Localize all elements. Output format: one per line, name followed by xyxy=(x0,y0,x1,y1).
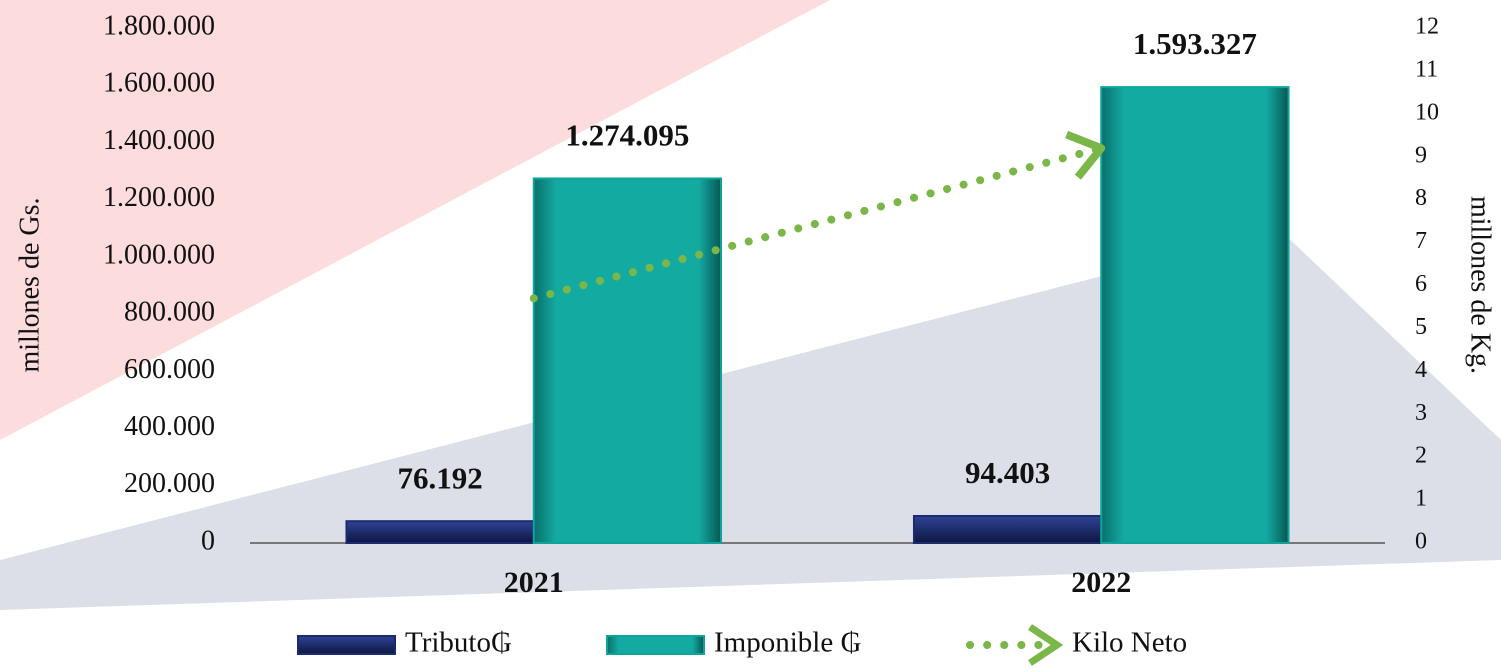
data-label: 94.403 xyxy=(965,455,1050,490)
line xyxy=(529,144,1106,303)
legend-label: Imponible ₲ xyxy=(714,627,861,659)
bar xyxy=(912,514,1103,544)
y2-tick-label: 0 xyxy=(1415,529,1427,555)
legend-swatch xyxy=(606,635,705,655)
legend-swatch xyxy=(297,635,396,655)
y2-tick-label: 4 xyxy=(1415,357,1427,383)
y2-tick-label: 6 xyxy=(1415,271,1427,297)
bar xyxy=(345,520,535,544)
y2-tick-label: 11 xyxy=(1415,56,1438,82)
y2-tick-label: 2 xyxy=(1415,443,1427,469)
y2-tick-label: 3 xyxy=(1415,400,1427,426)
y2-tick-label: 1 xyxy=(1415,486,1427,512)
legend-arrowhead xyxy=(1028,624,1064,666)
y-tick-label: 1.000.000 xyxy=(103,239,215,270)
y-tick-label: 200.000 xyxy=(124,468,215,499)
bar xyxy=(532,177,723,545)
x-tick-label: 2022 xyxy=(1071,566,1131,599)
y-tick-label: 1.200.000 xyxy=(103,182,215,213)
data-label: 1.274.095 xyxy=(565,118,689,153)
y-tick-label: 800.000 xyxy=(124,297,215,328)
legend-label: Tributo₲ xyxy=(405,627,512,659)
y-tick-label: 0 xyxy=(201,525,215,556)
y-tick-label: 1.800.000 xyxy=(103,10,215,41)
y-tick-label: 1.400.000 xyxy=(103,125,215,156)
x-tick-label: 2021 xyxy=(504,566,564,599)
line-arrowhead xyxy=(1065,130,1106,180)
y2-tick-label: 10 xyxy=(1415,99,1439,125)
y-tick-label: 600.000 xyxy=(124,354,215,385)
y2-tick-label: 7 xyxy=(1415,228,1427,254)
y2-tick-label: 12 xyxy=(1415,14,1439,40)
y2-axis-title: millones de Kg. xyxy=(1465,196,1496,374)
data-label: 1.593.327 xyxy=(1133,26,1257,61)
y-tick-label: 400.000 xyxy=(124,411,215,442)
y2-tick-label: 9 xyxy=(1415,142,1427,168)
legend-label: Kilo Neto xyxy=(1072,627,1187,659)
y-tick-label: 1.600.000 xyxy=(103,68,215,99)
background-shape xyxy=(0,0,830,440)
y2-tick-label: 8 xyxy=(1415,185,1427,211)
y2-tick-label: 5 xyxy=(1415,314,1427,340)
bar xyxy=(1100,86,1290,544)
data-label: 76.192 xyxy=(397,460,482,495)
y-axis-title: millones de Gs. xyxy=(14,198,45,373)
